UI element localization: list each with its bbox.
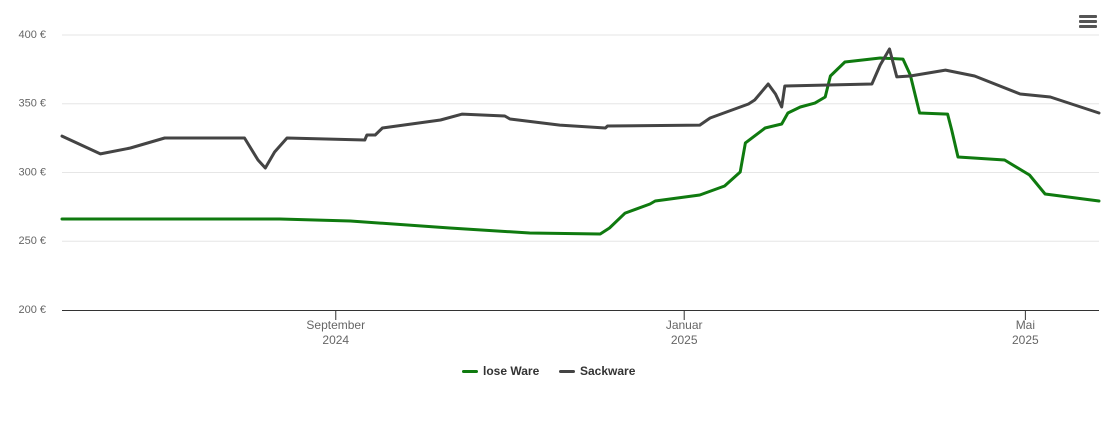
x-tick-label: Mai 2025 (1012, 318, 1039, 347)
legend-label: lose Ware (483, 364, 540, 378)
legend-label: Sackware (580, 364, 636, 378)
x-tick-label: Januar 2025 (665, 318, 703, 347)
y-tick-label: 200 € (18, 304, 46, 316)
menu-icon[interactable] (1079, 15, 1097, 28)
legend-item[interactable]: lose Ware (462, 364, 539, 378)
y-tick-label: 350 € (18, 98, 46, 110)
series-line (60, 56, 1101, 236)
y-tick-label: 400 € (18, 29, 46, 41)
series-line (60, 47, 1101, 170)
x-tick-label: September 2024 (306, 318, 366, 347)
legend-swatch (462, 369, 478, 373)
legend-swatch (559, 369, 575, 373)
y-tick-label: 300 € (18, 166, 46, 178)
legend-item[interactable]: Sackware (559, 364, 635, 378)
y-tick-label: 250 € (18, 235, 46, 247)
